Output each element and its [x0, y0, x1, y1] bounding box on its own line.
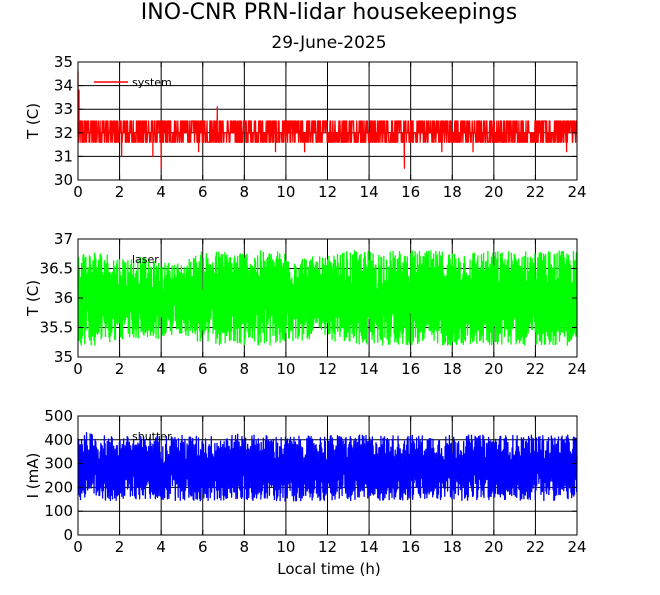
x-tick-label: 10 [276, 183, 295, 201]
y-tick-label: 36.5 [40, 260, 73, 278]
x-tick-label: 18 [443, 183, 462, 201]
x-tick-label: 14 [360, 183, 379, 201]
x-tick-label: 24 [567, 538, 586, 556]
x-tick-label: 0 [73, 360, 83, 378]
y-tick-label: 0 [63, 526, 73, 544]
x-tick-label: 4 [156, 538, 166, 556]
y-tick-label: 33 [54, 100, 73, 118]
x-tick-label: 4 [156, 360, 166, 378]
y-tick-label: 200 [44, 478, 73, 496]
x-tick-label: 8 [240, 183, 250, 201]
y-tick-label: 35 [54, 53, 73, 71]
y-tick-label: 36 [54, 289, 73, 307]
x-tick-label: 18 [443, 360, 462, 378]
x-tick-label: 18 [443, 538, 462, 556]
y-axis-label: T (C) [24, 103, 42, 140]
x-tick-label: 14 [360, 538, 379, 556]
x-tick-label: 22 [526, 360, 545, 378]
x-tick-label: 22 [526, 183, 545, 201]
x-tick-label: 22 [526, 538, 545, 556]
x-tick-label: 20 [484, 538, 503, 556]
y-tick-label: 32 [54, 124, 73, 142]
y-tick-label: 31 [54, 147, 73, 165]
figure-title: INO-CNR PRN-lidar housekeepings [141, 0, 517, 25]
x-tick-label: 12 [318, 538, 337, 556]
y-tick-label: 34 [54, 77, 73, 95]
x-tick-label: 24 [567, 183, 586, 201]
x-tick-label: 8 [240, 360, 250, 378]
series-shutter [77, 431, 578, 502]
y-axis-label: I (mA) [24, 453, 42, 499]
series-laser [77, 250, 578, 346]
x-tick-label: 16 [401, 360, 420, 378]
x-tick-label: 12 [318, 360, 337, 378]
x-tick-label: 10 [276, 360, 295, 378]
x-tick-label: 6 [198, 183, 208, 201]
x-tick-label: 2 [115, 360, 125, 378]
series-system [77, 70, 578, 169]
x-tick-label: 4 [156, 183, 166, 201]
y-tick-label: 35.5 [40, 319, 73, 337]
legend-label: laser [132, 253, 159, 266]
y-tick-label: 300 [44, 455, 73, 473]
legend-label: system [132, 76, 172, 89]
x-tick-label: 2 [115, 538, 125, 556]
x-tick-label: 2 [115, 183, 125, 201]
y-tick-label: 400 [44, 431, 73, 449]
x-tick-label: 24 [567, 360, 586, 378]
x-tick-label: 6 [198, 538, 208, 556]
y-tick-label: 30 [54, 171, 73, 189]
x-tick-label: 0 [73, 538, 83, 556]
x-tick-label: 20 [484, 183, 503, 201]
x-tick-label: 10 [276, 538, 295, 556]
x-tick-label: 8 [240, 538, 250, 556]
y-tick-label: 37 [54, 230, 73, 248]
x-tick-label: 16 [401, 183, 420, 201]
figure-subtitle: 29-June-2025 [271, 33, 386, 53]
y-tick-label: 500 [44, 407, 73, 425]
legend-label: shutter [132, 430, 172, 443]
x-tick-label: 14 [360, 360, 379, 378]
y-tick-label: 100 [44, 502, 73, 520]
x-tick-label: 0 [73, 183, 83, 201]
x-axis-label: Local time (h) [277, 560, 381, 578]
x-tick-label: 12 [318, 183, 337, 201]
y-axis-label: T (C) [24, 280, 42, 317]
x-tick-label: 20 [484, 360, 503, 378]
y-tick-label: 35 [54, 348, 73, 366]
x-tick-label: 6 [198, 360, 208, 378]
x-tick-label: 16 [401, 538, 420, 556]
